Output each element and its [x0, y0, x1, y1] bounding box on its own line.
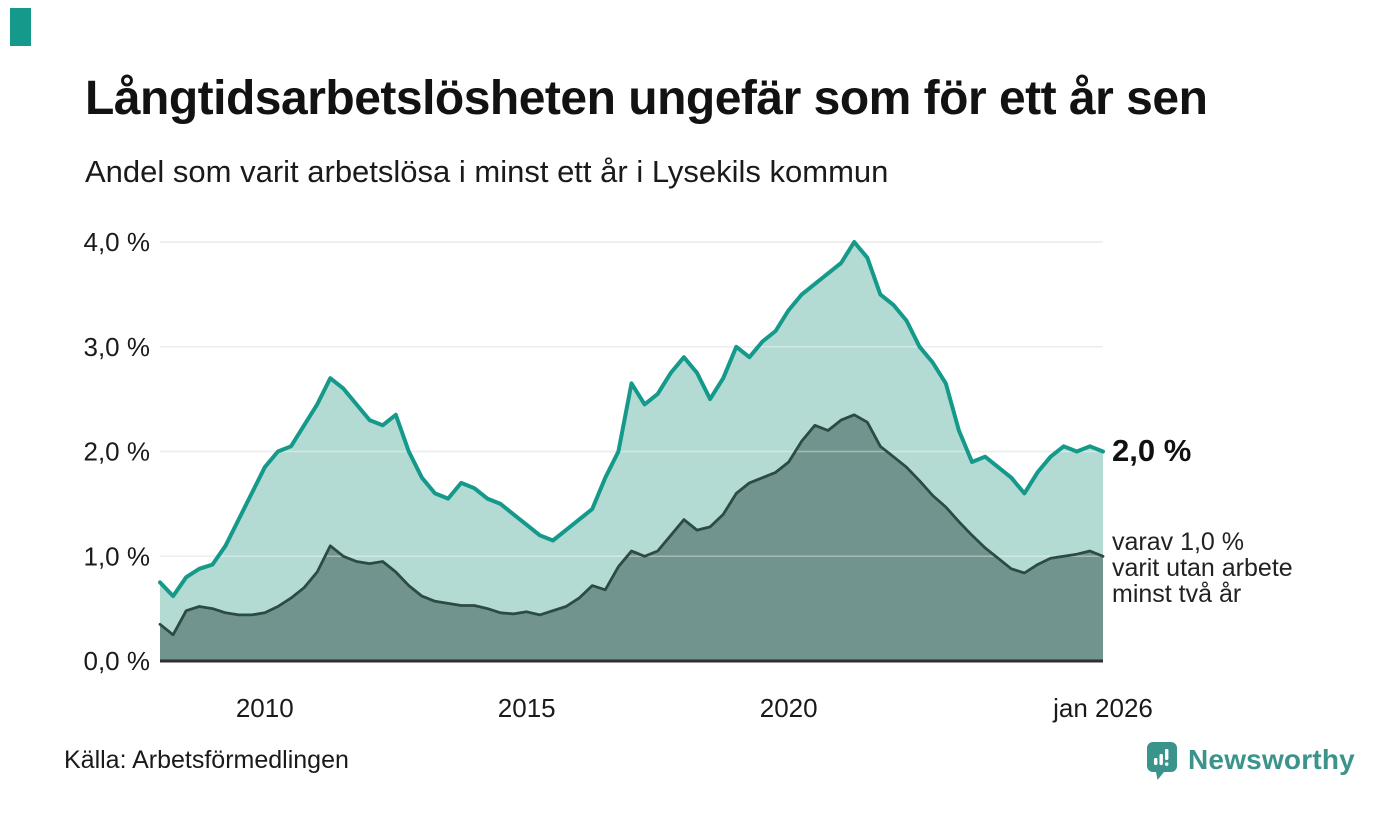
area-chart: 0,0 % 1,0 % 2,0 % 3,0 % 4,0 % 2010 2015 2020 ja…	[84, 227, 1153, 723]
x-axis-labels: 2010 2015 2020 jan 2026	[236, 693, 1153, 723]
y-axis-labels: 0,0 % 1,0 % 2,0 % 3,0 % 4,0 %	[84, 227, 151, 676]
two-year-annotation-line2: varit utan arbete	[1112, 554, 1293, 582]
x-tick-label: 2010	[236, 693, 294, 723]
series-area-1	[160, 414, 1103, 661]
page-title: Långtidsarbetslösheten ungefär som för e…	[85, 72, 1208, 125]
y-tick-label: 0,0 %	[84, 646, 151, 676]
x-tick-label: 2015	[498, 693, 556, 723]
x-tick-label: jan 2026	[1052, 693, 1153, 723]
newsworthy-logo: Newsworthy	[1146, 741, 1355, 781]
series-line-0	[158, 240, 1105, 599]
source-note: Källa: Arbetsförmedlingen	[64, 746, 349, 774]
series-lines	[158, 240, 1105, 637]
gridlines-overlay	[160, 241, 1103, 558]
series-end-label-total: 2,0 %	[1112, 433, 1192, 468]
series-end-label-two-year: varav 1,0 % varit utan arbete minst två …	[1112, 529, 1293, 607]
series-areas	[160, 242, 1103, 661]
y-tick-label: 3,0 %	[84, 332, 151, 362]
series-line-1	[158, 413, 1105, 637]
y-tick-label: 4,0 %	[84, 227, 151, 257]
x-tick-label: 2020	[760, 693, 818, 723]
y-tick-label: 2,0 %	[84, 437, 151, 467]
brand-corner-mark	[10, 8, 31, 46]
y-tick-label: 1,0 %	[84, 541, 151, 571]
chart-subtitle: Andel som varit arbetslösa i minst ett å…	[85, 154, 889, 189]
newsworthy-logo-text: Newsworthy	[1188, 744, 1355, 775]
newsworthy-icon	[1147, 742, 1177, 780]
two-year-annotation-line3: minst två år	[1112, 580, 1242, 608]
two-year-annotation-line1: varav 1,0 %	[1112, 528, 1245, 556]
